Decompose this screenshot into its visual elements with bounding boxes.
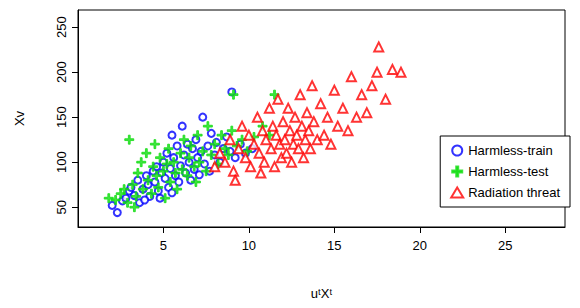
svg-text:Radiation threat: Radiation threat — [468, 185, 560, 200]
svg-text:15: 15 — [327, 238, 341, 253]
svg-text:50: 50 — [54, 200, 69, 214]
svg-text:Harmless-train: Harmless-train — [468, 143, 553, 158]
svg-text:200: 200 — [54, 61, 69, 83]
svg-text:100: 100 — [54, 151, 69, 173]
svg-text:25: 25 — [498, 238, 512, 253]
svg-text:Xv: Xv — [12, 110, 27, 126]
svg-text:20: 20 — [413, 238, 427, 253]
svg-text:150: 150 — [54, 106, 69, 128]
svg-text:Harmless-test: Harmless-test — [468, 164, 549, 179]
svg-text:5: 5 — [160, 238, 167, 253]
svg-text:250: 250 — [54, 16, 69, 38]
svg-text:10: 10 — [242, 238, 256, 253]
svg-text:uᵗXᵗ: uᵗXᵗ — [311, 286, 333, 301]
